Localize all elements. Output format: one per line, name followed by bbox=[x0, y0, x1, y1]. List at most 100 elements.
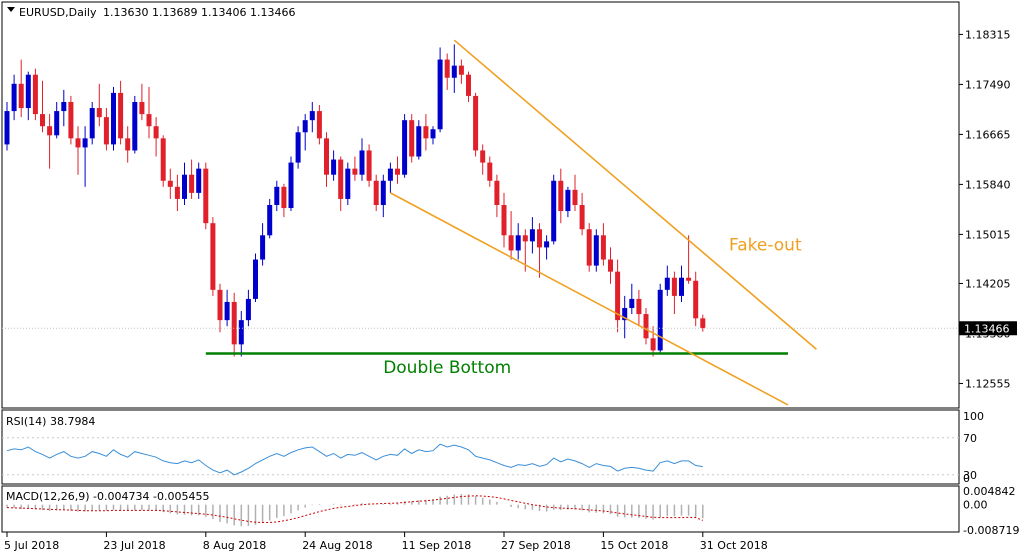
price-tick-label: 1.16665 bbox=[965, 128, 1011, 141]
price-panel-frame bbox=[1, 1, 960, 409]
candle bbox=[657, 283, 663, 354]
macd-signal-line bbox=[6, 495, 703, 523]
candle-body bbox=[508, 235, 514, 251]
candle-body bbox=[643, 314, 649, 339]
candle-body bbox=[139, 101, 145, 115]
candle-body bbox=[338, 159, 344, 199]
candle bbox=[466, 71, 471, 102]
candle-body bbox=[593, 235, 599, 266]
candle bbox=[160, 135, 166, 187]
time-axis: 5 Jul 2018 23 Jul 2018 8 Aug 2018 24 Aug 20… bbox=[4, 532, 768, 552]
rsi-panel-frame bbox=[1, 409, 960, 485]
candle bbox=[96, 83, 102, 127]
candle bbox=[174, 174, 180, 212]
candle-body bbox=[352, 168, 358, 175]
candle-body bbox=[309, 111, 315, 121]
candle-body bbox=[366, 150, 372, 181]
candle-body bbox=[579, 205, 585, 230]
candle bbox=[444, 53, 450, 90]
candle bbox=[68, 95, 74, 145]
time-tick-label: 5 Jul 2018 bbox=[4, 539, 59, 552]
candle-body bbox=[82, 138, 88, 148]
candle-body bbox=[245, 298, 251, 321]
candle-body bbox=[260, 235, 266, 260]
candle bbox=[82, 126, 88, 187]
price-tick-label: 1.15840 bbox=[965, 178, 1011, 191]
candle-body bbox=[423, 126, 429, 139]
collapse-arrow-icon[interactable] bbox=[7, 7, 15, 12]
candle-body bbox=[494, 180, 500, 205]
candle bbox=[551, 174, 557, 245]
time-tick-label: 31 Oct 2018 bbox=[700, 539, 768, 552]
candle bbox=[18, 59, 24, 118]
rsi-panel[interactable]: 100 70 300 RSI(14) 38.7984 bbox=[1, 409, 984, 485]
candle-body bbox=[231, 301, 237, 345]
price-tick-label: 1.12555 bbox=[965, 377, 1011, 390]
candle bbox=[494, 174, 500, 218]
candle-body bbox=[111, 92, 116, 145]
candle-body bbox=[657, 289, 663, 351]
candle bbox=[281, 183, 287, 218]
candle bbox=[338, 156, 344, 212]
candle bbox=[146, 86, 152, 139]
candle-body bbox=[572, 189, 578, 205]
lower-channel-line[interactable] bbox=[390, 192, 789, 406]
candle-body bbox=[458, 65, 464, 75]
candle-body bbox=[210, 223, 216, 290]
time-tick-label: 8 Aug 2018 bbox=[203, 539, 266, 552]
candle-body bbox=[565, 189, 571, 212]
price-panel[interactable]: 1.18315 1.17490 1.16665 1.15840 1.15015 1.142… bbox=[1, 1, 1017, 409]
candle bbox=[650, 326, 656, 357]
candle bbox=[608, 247, 613, 284]
candle bbox=[253, 253, 258, 302]
candle bbox=[89, 101, 95, 145]
candle bbox=[565, 186, 571, 218]
candle-body bbox=[380, 180, 386, 205]
current-price-marker bbox=[959, 321, 1017, 336]
macd-tick-label: 0.004842 bbox=[963, 485, 1016, 498]
macd-tick-label: -0.008719 bbox=[963, 524, 1019, 537]
candle bbox=[572, 174, 578, 212]
candles-group bbox=[4, 44, 706, 357]
candle-body bbox=[671, 277, 677, 296]
candle-body bbox=[40, 114, 45, 127]
candle-body bbox=[430, 129, 436, 139]
candle-body bbox=[480, 150, 486, 163]
candle bbox=[274, 180, 280, 212]
candle-body bbox=[473, 95, 479, 151]
candle-body bbox=[302, 120, 308, 133]
candle bbox=[380, 174, 386, 218]
price-drawings bbox=[2, 39, 959, 406]
ohlc-values: 1.13630 1.13689 1.13406 1.13466 bbox=[103, 6, 295, 19]
candle-body bbox=[501, 205, 507, 236]
candle-body bbox=[444, 59, 450, 78]
price-y-axis: 1.18315 1.17490 1.16665 1.15840 1.15015 1.142… bbox=[959, 28, 1011, 390]
current-price-label: 1.13466 bbox=[964, 322, 1010, 335]
price-tick-label: 1.17490 bbox=[965, 78, 1011, 91]
candle-body bbox=[174, 186, 180, 199]
candle-body bbox=[224, 301, 230, 321]
candle-body bbox=[61, 101, 67, 112]
candle-body bbox=[622, 308, 628, 321]
candle bbox=[11, 74, 17, 121]
candle-body bbox=[636, 298, 642, 315]
candle bbox=[54, 101, 60, 139]
upper-channel-line[interactable] bbox=[453, 39, 817, 350]
candle bbox=[288, 156, 294, 212]
candle-body bbox=[11, 83, 17, 112]
candle-body bbox=[32, 74, 38, 115]
candle bbox=[324, 132, 329, 187]
double-bottom-annotation: Double Bottom bbox=[383, 358, 511, 378]
candle bbox=[111, 86, 116, 151]
fake-out-annotation: Fake-out bbox=[729, 235, 802, 255]
candle bbox=[331, 150, 337, 181]
candle-body bbox=[537, 229, 542, 248]
candle bbox=[579, 192, 585, 236]
candle-body bbox=[25, 74, 31, 109]
candle bbox=[196, 162, 202, 199]
candle-body bbox=[700, 318, 706, 329]
candle-body bbox=[132, 101, 138, 151]
